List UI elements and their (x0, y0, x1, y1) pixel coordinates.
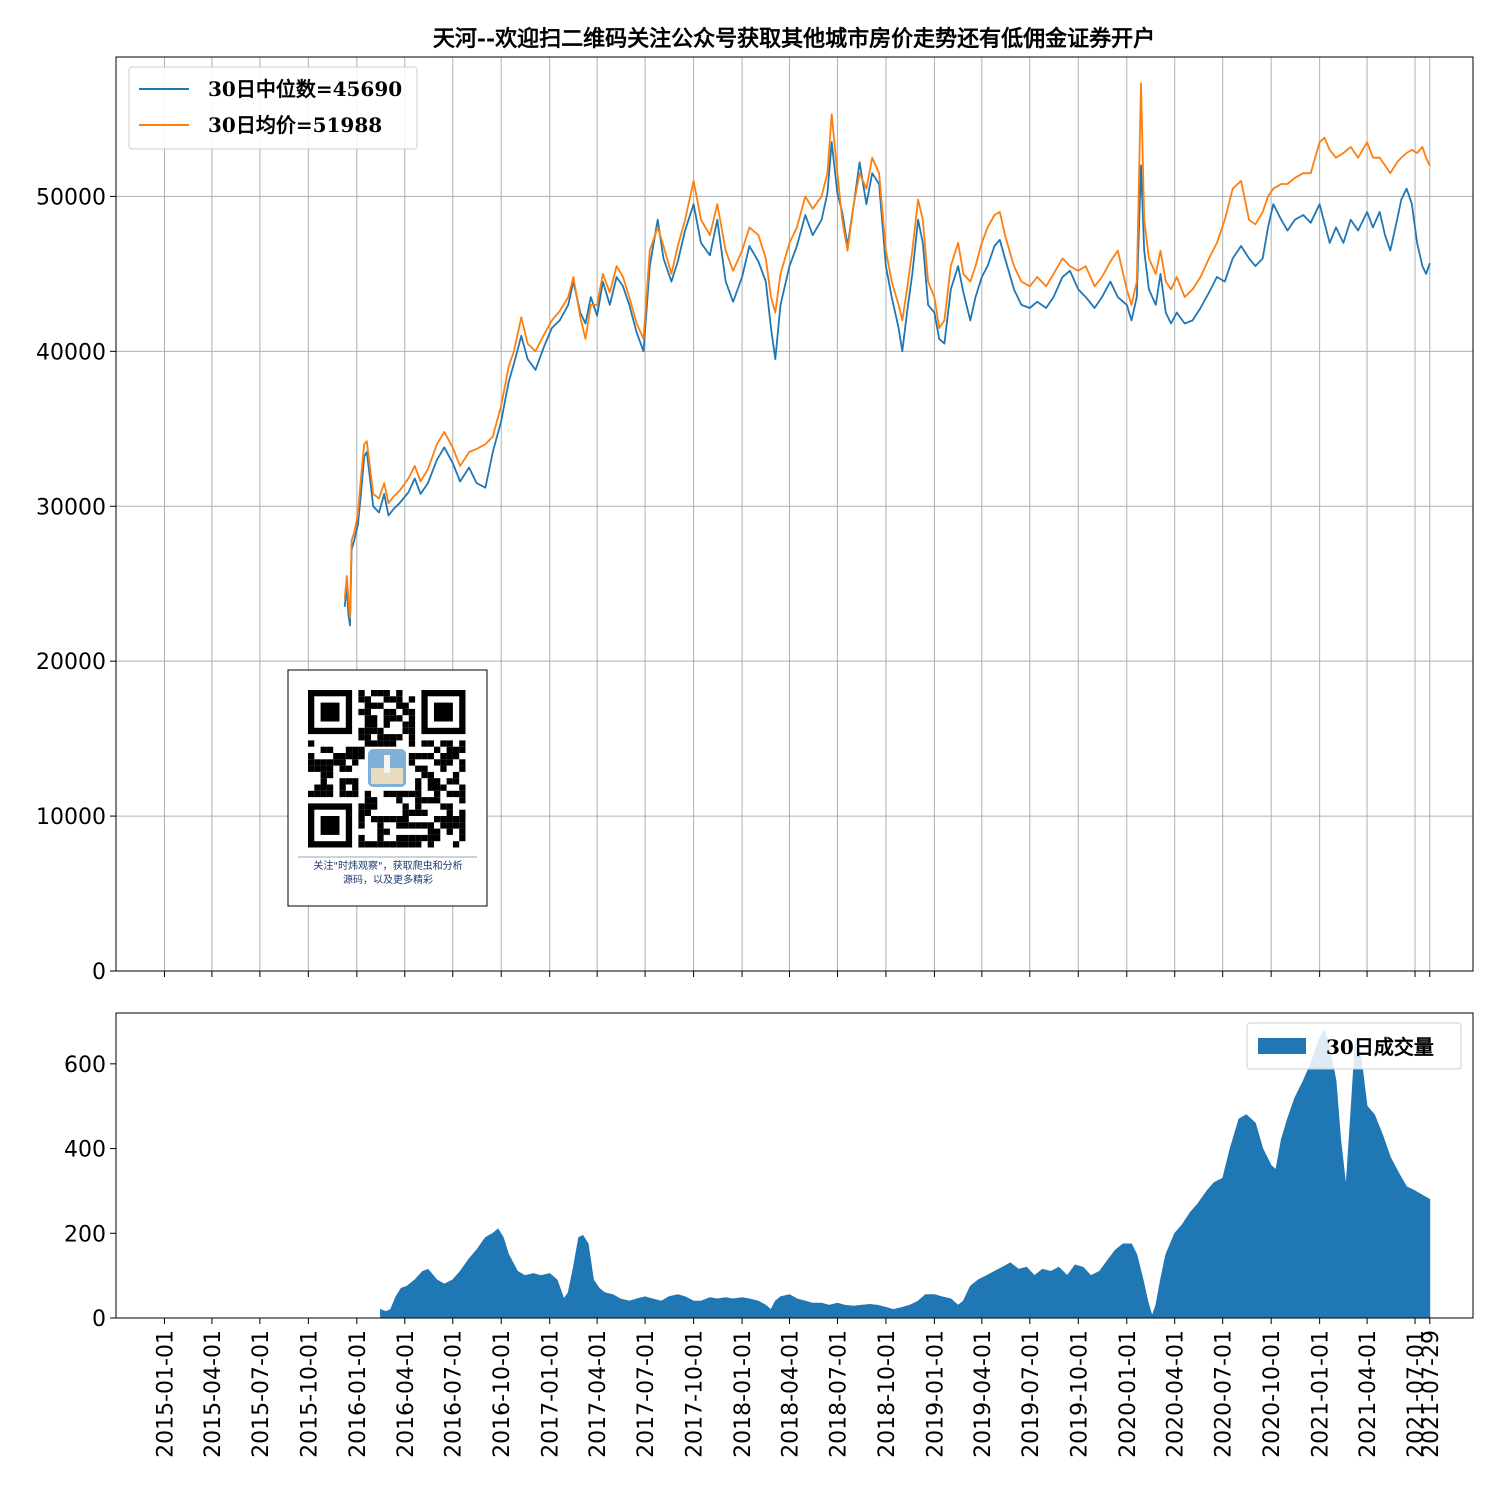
x-tick-label: 2020-01-01 (1116, 1330, 1141, 1458)
x-tick-label: 2018-04-01 (778, 1330, 803, 1458)
x-tick-label: 2017-01-01 (539, 1330, 564, 1458)
x-tick-label: 2016-01-01 (346, 1330, 371, 1458)
volume-chart-legend: 30日成交量 (1246, 1022, 1462, 1070)
qr-code-card[interactable]: 关注"时炜观察"，获取爬虫和分析 源码，以及更多精彩 (287, 669, 488, 907)
volume-chart-x-ticks: 2015-01-01 2015-04-01 2015-07-01 2015-10-01… (153, 1318, 1444, 1458)
x-tick-label: 2020-07-01 (1212, 1330, 1237, 1458)
y-tick-label: 400 (64, 1138, 106, 1163)
series-line-average (343, 82, 1431, 619)
y-tick-label: 40000 (36, 340, 106, 365)
price-chart-frame (115, 56, 1474, 972)
qr-caption-line-2: 源码，以及更多精彩 (343, 873, 433, 886)
y-tick-label: 50000 (36, 185, 106, 210)
x-tick-label: 2020-04-01 (1164, 1330, 1189, 1458)
qr-code-image (308, 690, 466, 848)
price-chart-x-ticks (163, 971, 1431, 977)
x-tick-label: 2019-07-01 (1019, 1330, 1044, 1458)
x-tick-label: 2015-07-01 (249, 1330, 274, 1458)
legend-label-volume: 30日成交量 (1326, 1035, 1434, 1059)
volume-chart-y-ticks: 0 200 400 600 (64, 1053, 116, 1332)
series-line-median (343, 141, 1431, 627)
volume-chart-frame (115, 1012, 1474, 1319)
price-chart-grid (116, 57, 1473, 972)
legend-label-average: 30日均价=51988 (208, 113, 382, 137)
x-tick-label: 2021-04-01 (1356, 1330, 1381, 1458)
price-chart-lines (343, 82, 1431, 627)
x-tick-label: 2019-10-01 (1067, 1330, 1092, 1458)
x-tick-label: 2017-07-01 (634, 1330, 659, 1458)
y-tick-label: 0 (92, 960, 106, 985)
x-tick-label: 2021-07-01 (1404, 1330, 1429, 1458)
y-tick-label: 20000 (36, 650, 106, 675)
price-chart-legend: 30日中位数=45690 30日均价=51988 (128, 66, 418, 150)
x-tick-label: 2015-04-01 (201, 1330, 226, 1458)
x-tick-label: 2019-04-01 (971, 1330, 996, 1458)
x-tick-label: 2015-10-01 (297, 1330, 322, 1458)
x-tick-label: 2017-10-01 (683, 1330, 708, 1458)
y-tick-label: 10000 (36, 805, 106, 830)
x-tick-label: 2021-01-01 (1309, 1330, 1334, 1458)
price-chart: 0 10000 20000 30000 40000 50000 30日中位数=45690 … (36, 56, 1474, 985)
x-tick-label: 2016-04-01 (394, 1330, 419, 1458)
x-tick-label: 2019-01-01 (923, 1330, 948, 1458)
x-tick-label: 2016-07-01 (442, 1330, 467, 1458)
chart-title: 天河--欢迎扫二维码关注公众号获取其他城市房价走势还有低佣金证券开户 (433, 26, 1155, 52)
x-tick-label: 2018-07-01 (826, 1330, 851, 1458)
volume-chart: 0 200 400 600 2015-01-01 2015-04-01 2015-07-0… (64, 1012, 1474, 1458)
x-tick-label: 2016-10-01 (490, 1330, 515, 1458)
price-chart-y-ticks: 0 10000 20000 30000 40000 50000 (36, 185, 116, 985)
x-tick-label: 2017-04-01 (586, 1330, 611, 1458)
x-tick-label: 2015-01-01 (153, 1330, 178, 1458)
y-tick-label: 30000 (36, 495, 106, 520)
x-tick-label: 2018-10-01 (875, 1330, 900, 1458)
y-tick-label: 600 (64, 1053, 106, 1078)
y-tick-label: 200 (64, 1222, 106, 1247)
x-tick-label: 2020-10-01 (1260, 1330, 1285, 1458)
x-tick-label: 2018-01-01 (731, 1330, 756, 1458)
legend-patch-volume (1258, 1038, 1306, 1054)
qr-caption-line-1: 关注"时炜观察"，获取爬虫和分析 (313, 859, 462, 872)
legend-label-median: 30日中位数=45690 (208, 77, 402, 101)
x-tick-label: 2021-07-29 (1419, 1330, 1444, 1458)
y-tick-label: 0 (92, 1307, 106, 1332)
